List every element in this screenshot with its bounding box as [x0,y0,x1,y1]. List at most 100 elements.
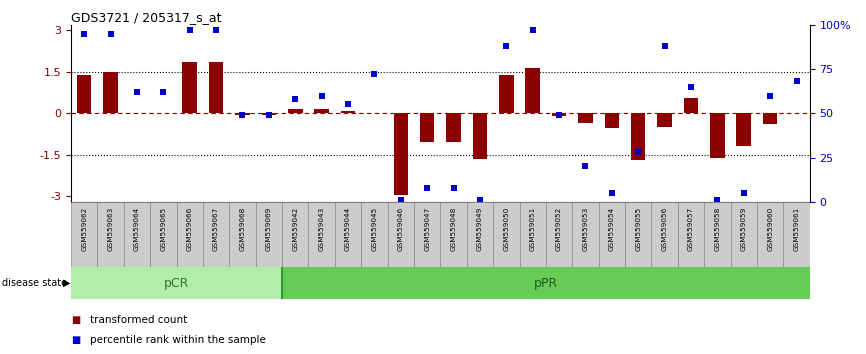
Point [631,149,645,155]
Bar [736,113,751,147]
FancyBboxPatch shape [71,202,97,267]
Bar [684,98,698,113]
FancyBboxPatch shape [335,202,361,267]
Point [500,43,514,49]
Bar [578,113,592,123]
Text: GSM559051: GSM559051 [530,207,536,251]
Text: GSM559068: GSM559068 [240,207,245,251]
Text: GSM559046: GSM559046 [397,207,404,251]
Point [447,185,461,190]
Point [763,93,777,98]
Text: GSM559057: GSM559057 [688,207,694,251]
Text: GSM559048: GSM559048 [450,207,456,251]
FancyBboxPatch shape [625,202,651,267]
Text: GSM559067: GSM559067 [213,207,219,251]
FancyBboxPatch shape [546,202,572,267]
Text: pCR: pCR [164,277,190,290]
Text: pPR: pPR [533,277,558,290]
Bar [262,113,276,115]
Point [130,89,144,95]
Text: GSM559063: GSM559063 [107,207,113,251]
FancyBboxPatch shape [124,202,150,267]
FancyBboxPatch shape [440,202,467,267]
Point [578,164,592,169]
FancyBboxPatch shape [150,202,177,267]
Text: GSM559066: GSM559066 [187,207,193,251]
Point [657,43,671,49]
Bar [77,75,92,113]
Bar [499,75,514,113]
Bar [446,113,461,142]
FancyBboxPatch shape [388,202,414,267]
Bar [393,113,408,195]
Point [104,31,118,36]
Text: GSM559042: GSM559042 [292,207,298,251]
Text: percentile rank within the sample: percentile rank within the sample [90,335,266,345]
Text: GSM559062: GSM559062 [81,207,87,251]
FancyBboxPatch shape [229,202,255,267]
FancyBboxPatch shape [704,202,731,267]
Text: GSM559058: GSM559058 [714,207,721,251]
Text: GSM559044: GSM559044 [345,207,351,251]
Bar [288,109,302,113]
FancyBboxPatch shape [282,267,810,299]
FancyBboxPatch shape [678,202,704,267]
FancyBboxPatch shape [598,202,625,267]
FancyBboxPatch shape [255,202,282,267]
Bar [314,109,329,113]
FancyBboxPatch shape [177,202,203,267]
Text: GSM559053: GSM559053 [583,207,589,251]
Bar [420,113,435,142]
FancyBboxPatch shape [203,202,229,267]
Point [710,197,724,203]
Point [553,112,566,118]
FancyBboxPatch shape [520,202,546,267]
Bar [209,62,223,113]
Point [737,190,751,196]
Point [77,31,91,36]
Bar [473,113,488,159]
Point [605,190,619,196]
Point [790,79,804,84]
Bar [763,113,778,124]
FancyBboxPatch shape [71,267,282,299]
Text: GDS3721 / 205317_s_at: GDS3721 / 205317_s_at [71,11,222,24]
Text: GSM559050: GSM559050 [503,207,509,251]
Text: GSM559045: GSM559045 [372,207,378,251]
Point [314,93,328,98]
Text: GSM559049: GSM559049 [477,207,483,251]
FancyBboxPatch shape [784,202,810,267]
FancyBboxPatch shape [493,202,520,267]
Text: GSM559059: GSM559059 [740,207,746,251]
Text: disease state: disease state [2,278,67,288]
FancyBboxPatch shape [572,202,598,267]
Point [157,89,171,95]
Text: ■: ■ [71,335,81,345]
FancyBboxPatch shape [97,202,124,267]
Point [420,185,434,190]
FancyBboxPatch shape [651,202,678,267]
Point [394,197,408,203]
Point [183,27,197,33]
Text: GSM559064: GSM559064 [134,207,140,251]
Point [684,84,698,90]
Text: ▶: ▶ [63,278,71,288]
Point [288,96,302,102]
FancyBboxPatch shape [731,202,757,267]
Bar [552,113,566,116]
Text: ■: ■ [71,315,81,325]
Point [210,27,223,33]
Text: transformed count: transformed count [90,315,187,325]
Bar [604,113,619,129]
Bar [710,113,725,158]
FancyBboxPatch shape [282,202,308,267]
FancyBboxPatch shape [361,202,388,267]
Point [367,72,381,77]
Text: GSM559043: GSM559043 [319,207,325,251]
Bar [103,72,118,113]
Bar [631,113,645,160]
Text: GSM559054: GSM559054 [609,207,615,251]
Text: GSM559065: GSM559065 [160,207,166,251]
Bar [340,110,355,113]
Bar [526,68,540,113]
